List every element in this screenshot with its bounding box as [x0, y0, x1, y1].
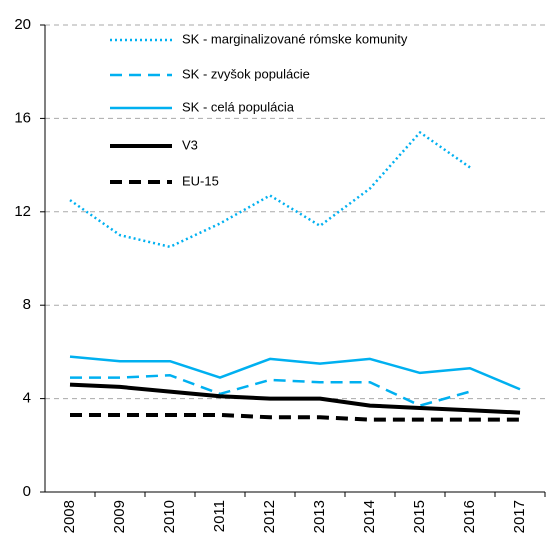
x-tick-label: 2012 [261, 500, 278, 533]
x-tick-label: 2015 [411, 500, 428, 533]
y-tick-label: 8 [23, 296, 31, 313]
series-line [69, 131, 471, 249]
legend-label: V3 [182, 137, 198, 152]
x-tick-label: 2008 [61, 500, 78, 533]
x-tick-label: 2010 [161, 500, 178, 533]
y-tick-label: 12 [14, 203, 31, 220]
legend-label: SK - zvyšok populácie [182, 66, 310, 81]
y-tick-label: 0 [23, 483, 31, 500]
y-tick-label: 20 [14, 16, 31, 33]
y-tick-label: 4 [23, 390, 31, 407]
x-tick-label: 2017 [511, 500, 528, 533]
x-tick-label: 2009 [111, 500, 128, 533]
series-line [70, 412, 520, 422]
x-tick-label: 2013 [311, 500, 328, 533]
legend-label: EU-15 [182, 173, 219, 188]
series-line [69, 382, 521, 415]
x-tick-label: 2014 [361, 500, 378, 533]
legend-label: SK - celá populácia [182, 99, 295, 114]
series-line [69, 355, 521, 391]
series-line [70, 374, 471, 407]
x-tick-label: 2011 [211, 500, 228, 532]
legend-label: SK - marginalizované rómske komunity [182, 31, 408, 46]
x-tick-label: 2016 [461, 500, 478, 533]
y-tick-label: 16 [14, 109, 31, 126]
